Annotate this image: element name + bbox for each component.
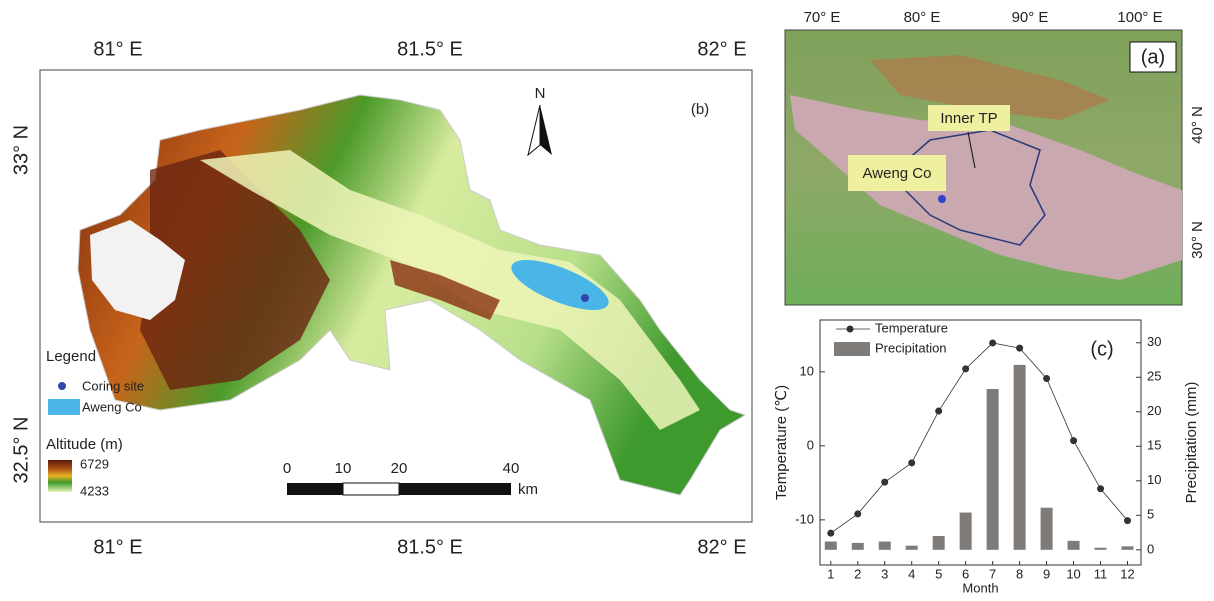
x-label: 81.5° E (397, 536, 463, 558)
y-tick-label: -10 (795, 511, 814, 526)
bar (852, 543, 864, 550)
y-tick-label: 0 (807, 437, 814, 452)
scale-unit: km (518, 481, 538, 498)
point (1043, 375, 1050, 382)
x-tick-label: 10 (1066, 566, 1080, 581)
bar (879, 542, 891, 550)
x-label: 90° E (1012, 9, 1049, 26)
legend-label: Precipitation (875, 340, 947, 355)
bar (1122, 546, 1134, 549)
annotation: Aweng Co (863, 165, 932, 182)
panel-label: (a) (1141, 46, 1165, 68)
x-axis-title: Month (962, 580, 998, 595)
bar (1014, 365, 1026, 550)
x-tick-label: 5 (935, 566, 942, 581)
figure: (b) N 81° E 81.5° E 82° E 81° E 81.5° E … (0, 0, 1214, 601)
scale-label: 0 (283, 460, 291, 477)
bar (1068, 541, 1080, 550)
point (827, 530, 834, 537)
scale-bar (399, 483, 511, 495)
x-label: 100° E (1117, 9, 1162, 26)
y2-tick-label: 10 (1147, 472, 1161, 487)
bar (1095, 548, 1107, 550)
north-label: N (535, 85, 546, 102)
altitude-max: 6729 (80, 456, 109, 471)
y-label: 32.5° N (10, 417, 32, 484)
x-tick-label: 3 (881, 566, 888, 581)
x-label: 81° E (93, 38, 142, 60)
x-label: 82° E (697, 536, 746, 558)
coring-site (581, 294, 589, 302)
x-tick-label: 11 (1094, 566, 1108, 581)
point (962, 365, 969, 372)
point (1124, 517, 1131, 524)
panel-label: (c) (1090, 338, 1113, 360)
y2-tick-label: 30 (1147, 334, 1161, 349)
y-label: 33° N (10, 125, 32, 175)
y-label: 40° N (1189, 106, 1206, 144)
legend-swatch (48, 399, 80, 415)
bar (960, 513, 972, 550)
site-marker (938, 195, 946, 203)
y-label: 30° N (1189, 221, 1206, 259)
point (1016, 345, 1023, 352)
legend-item: Aweng Co (82, 399, 142, 414)
y2-axis-title: Precipitation (mm) (1183, 382, 1200, 504)
y-axis-title: Temperature (℃) (773, 385, 790, 500)
annotation: Inner TP (940, 110, 997, 127)
y2-tick-label: 0 (1147, 541, 1154, 556)
altitude-ramp (48, 460, 72, 492)
x-tick-label: 8 (1016, 566, 1023, 581)
point (935, 408, 942, 415)
y2-tick-label: 5 (1147, 507, 1154, 522)
scale-label: 40 (503, 460, 520, 477)
altitude-min: 4233 (80, 483, 109, 498)
x-tick-label: 7 (989, 566, 996, 581)
y2-tick-label: 25 (1147, 369, 1161, 384)
x-tick-label: 12 (1120, 566, 1134, 581)
legend-item: Coring site (82, 378, 144, 393)
x-label: 80° E (904, 9, 941, 26)
point (854, 510, 861, 517)
point (1097, 485, 1104, 492)
legend-label: Temperature (875, 320, 948, 335)
legend-title: Legend (46, 348, 96, 365)
y2-tick-label: 20 (1147, 403, 1161, 418)
point (908, 459, 915, 466)
bar (1041, 508, 1053, 550)
bar (933, 536, 945, 550)
x-tick-label: 2 (854, 566, 861, 581)
legend-swatch (834, 342, 870, 356)
y-tick-label: 10 (800, 363, 814, 378)
legend-marker (847, 326, 854, 333)
scale-label: 10 (335, 460, 352, 477)
bar (906, 546, 918, 550)
legend-title: Altitude (m) (46, 436, 123, 453)
x-tick-label: 6 (962, 566, 969, 581)
x-label: 81.5° E (397, 38, 463, 60)
scale-bar (287, 483, 343, 495)
legend-marker (58, 382, 66, 390)
point (881, 479, 888, 486)
bar (825, 542, 837, 550)
scale-bar (343, 483, 399, 495)
bar (987, 389, 999, 550)
x-tick-label: 1 (827, 566, 834, 581)
x-label: 82° E (697, 38, 746, 60)
point (989, 339, 996, 346)
line (831, 343, 1128, 533)
x-label: 81° E (93, 536, 142, 558)
panel-label: (b) (691, 101, 709, 118)
x-tick-label: 9 (1043, 566, 1050, 581)
point (1070, 437, 1077, 444)
x-tick-label: 4 (908, 566, 915, 581)
scale-label: 20 (391, 460, 408, 477)
y2-tick-label: 15 (1147, 438, 1161, 453)
x-label: 70° E (804, 9, 841, 26)
